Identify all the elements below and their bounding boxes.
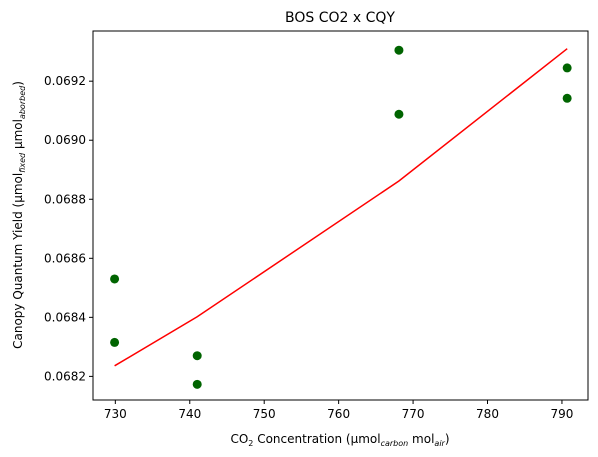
x-tick-label: 760 (327, 407, 350, 421)
x-tick-label: 740 (178, 407, 201, 421)
y-tick-label: 0.0686 (44, 251, 86, 265)
x-tick-label: 790 (550, 407, 573, 421)
data-point (394, 109, 404, 119)
y-tick-label: 0.0688 (44, 192, 86, 206)
x-tick-label: 770 (402, 407, 425, 421)
y-tick-label: 0.0682 (44, 369, 86, 383)
x-tick-label: 780 (476, 407, 499, 421)
data-point (192, 379, 202, 389)
data-point (192, 351, 202, 361)
y-tick-label: 0.0692 (44, 74, 86, 88)
data-point (562, 63, 572, 73)
fit-line (114, 48, 568, 367)
axis-ticks: 730 740 750 760 770 780 790 0.0682 0.0684 0.0686 0… (44, 74, 573, 421)
data-point (562, 93, 572, 103)
x-tick-label: 750 (253, 407, 276, 421)
data-point (110, 274, 120, 284)
y-tick-label: 0.0690 (44, 133, 86, 147)
x-tick-label: 730 (104, 407, 127, 421)
plot-frame (92, 30, 589, 401)
data-point (110, 337, 120, 347)
data-point (394, 45, 404, 55)
chart-title: BOS CO2 x CQY (285, 10, 395, 26)
y-axis-title: Canopy Quantum Yield (µmolfixed µmolabor… (11, 81, 27, 349)
data-marks (110, 45, 572, 389)
y-tick-label: 0.0684 (44, 310, 86, 324)
x-axis-title: CO2 Concentration (µmolcarbon molair) (230, 432, 449, 448)
